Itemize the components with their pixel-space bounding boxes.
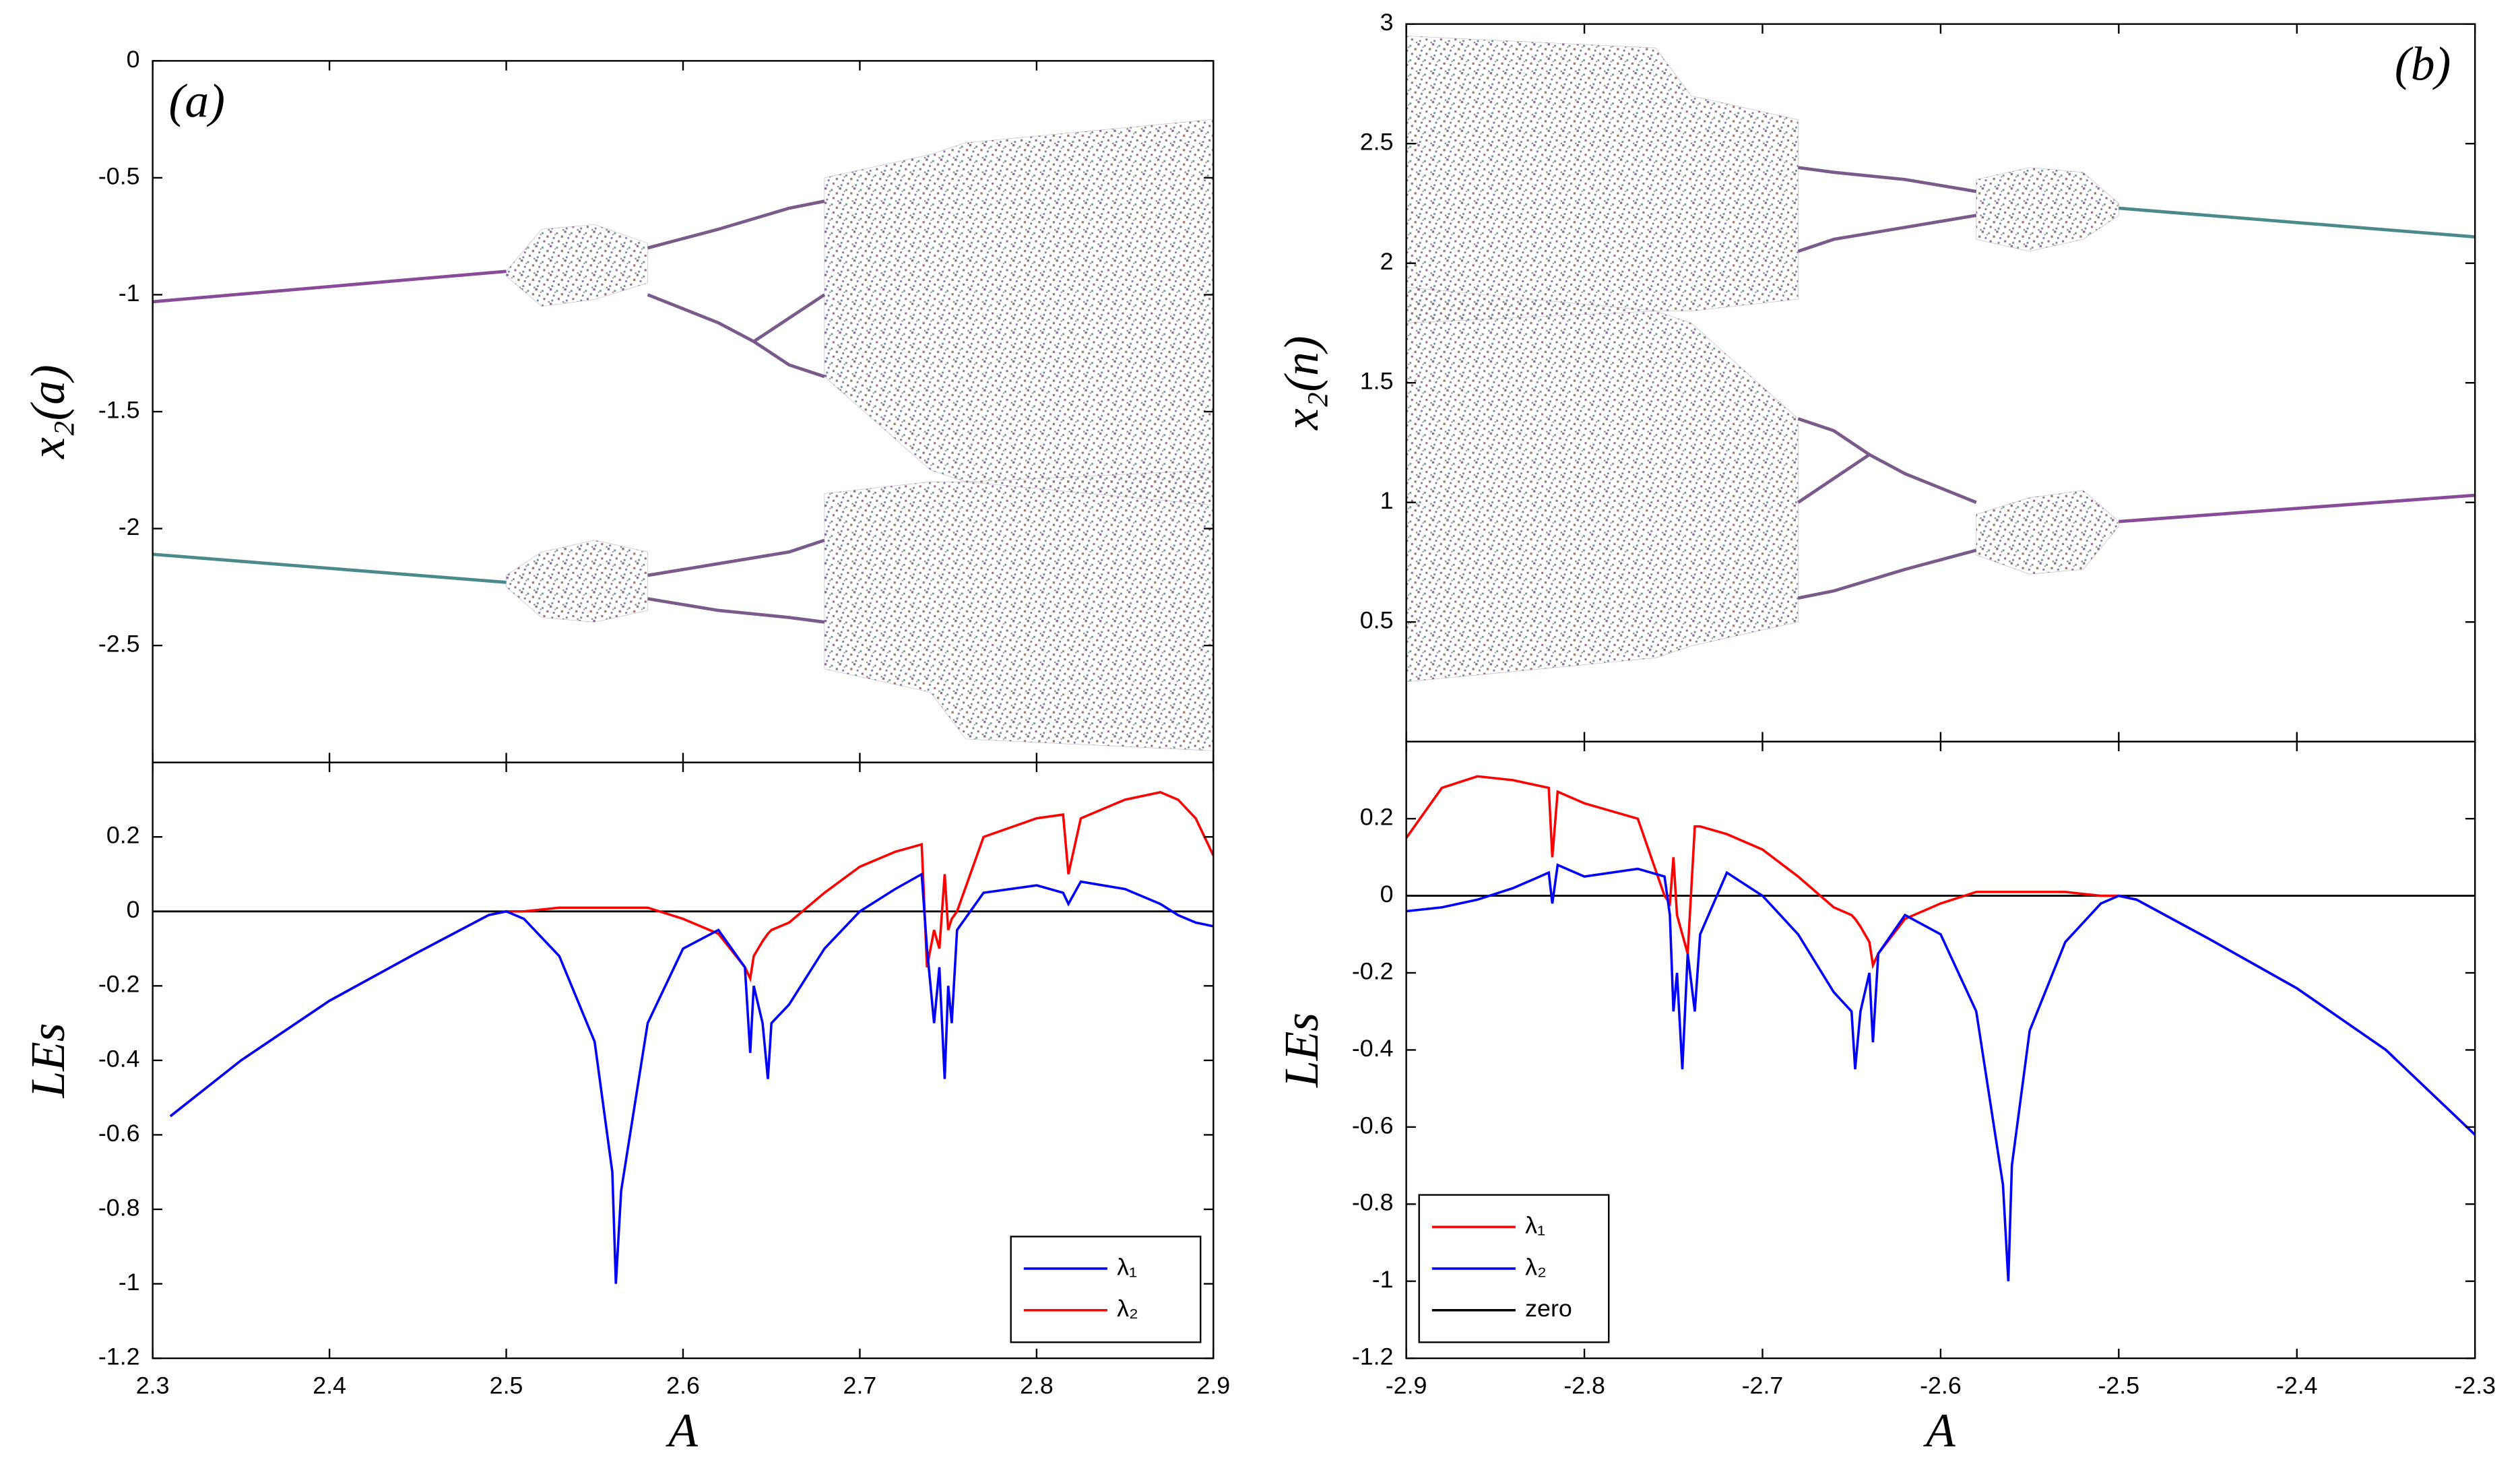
x-tick-label: -2.4 (2276, 1372, 2318, 1399)
y-tick-label: 1.5 (1360, 368, 1394, 395)
y-tick-label: 0 (1380, 881, 1394, 908)
branch (2119, 493, 2476, 523)
y-tick-label: -0.2 (1352, 957, 1394, 984)
y-tick-label: -0.4 (1352, 1035, 1394, 1062)
y-axis-label: x₂(a) (22, 364, 75, 459)
x-axis-label: A (1923, 1404, 1956, 1457)
plot-area (152, 119, 1214, 751)
y-tick-label: -0.8 (1352, 1189, 1394, 1216)
y-tick-label: -1 (119, 280, 140, 307)
legend-label: zero (1525, 1295, 1572, 1322)
y-tick-label: 0 (127, 46, 140, 73)
x-tick-label: 2.7 (843, 1372, 877, 1399)
branch (1797, 452, 1977, 504)
plot-area (1406, 775, 2476, 1281)
plot-area (152, 791, 1214, 1284)
y-tick-label: 2 (1380, 248, 1394, 275)
y-tick-label: -1 (1372, 1266, 1394, 1293)
branch (2119, 206, 2476, 239)
panel-label: (b) (2395, 38, 2451, 91)
branch (1798, 166, 1977, 193)
y-tick-label: -1.2 (98, 1343, 140, 1370)
legend-label: λ₁ (1525, 1212, 1545, 1239)
y-tick-label: -0.2 (98, 971, 140, 998)
series-line (169, 872, 1214, 1284)
series-line (1406, 863, 2476, 1281)
series-line (1406, 775, 2476, 1136)
x-tick-label: -2.5 (2098, 1372, 2139, 1399)
x-tick-label: -2.9 (1386, 1372, 1427, 1399)
y-axis-label: LEs (1275, 1013, 1328, 1088)
branch (752, 340, 825, 379)
chaotic-band (824, 470, 1214, 751)
axes-frame (152, 761, 1215, 1360)
chaotic-band (1406, 36, 1799, 323)
branch (1797, 417, 1871, 456)
y-tick-label: -2.5 (98, 631, 140, 658)
panel-label: (a) (169, 74, 225, 127)
legend-label: λ₂ (1117, 1295, 1138, 1322)
legend-box (1010, 1236, 1202, 1343)
chaotic-band (824, 119, 1214, 506)
x-tick-label: 2.9 (1196, 1372, 1230, 1399)
chaotic-band (506, 540, 648, 623)
y-axis-label: LEs (22, 1023, 75, 1098)
y-tick-label: 3 (1380, 9, 1394, 36)
series-line (169, 791, 1214, 1118)
branch (1797, 214, 1977, 253)
y-tick-label: -0.5 (98, 162, 140, 189)
y-axis-label: x₂(n) (1275, 336, 1328, 431)
branch (152, 552, 507, 584)
y-tick-label: -0.8 (98, 1194, 140, 1221)
y-tick-label: 2.5 (1360, 129, 1394, 156)
x-tick-label: -2.7 (1742, 1372, 1784, 1399)
x-tick-label: 2.5 (490, 1372, 523, 1399)
y-tick-label: -0.6 (98, 1120, 140, 1147)
x-tick-label: 2.3 (136, 1372, 170, 1399)
y-tick-label: 0.2 (1360, 804, 1394, 831)
x-tick-label: -2.3 (2454, 1372, 2496, 1399)
branch (1797, 548, 1977, 600)
x-tick-label: 2.4 (313, 1372, 346, 1399)
y-tick-label: 0.5 (1360, 607, 1394, 634)
x-tick-label: 2.8 (1020, 1372, 1054, 1399)
y-tick-label: 0.2 (106, 822, 140, 849)
axes-frame (1405, 740, 2476, 1360)
y-tick-label: -1.5 (98, 396, 140, 423)
chaotic-band (1976, 167, 2119, 252)
chaotic-band (1406, 286, 1799, 682)
plot-area (1406, 36, 2476, 682)
branch (647, 293, 826, 344)
branch (647, 538, 825, 577)
branch (647, 199, 825, 250)
x-tick-label: -2.6 (1920, 1372, 1962, 1399)
y-tick-label: -1 (119, 1269, 140, 1296)
x-axis-label: A (666, 1404, 698, 1457)
y-tick-label: 0 (127, 896, 140, 923)
legend-label: λ₂ (1525, 1253, 1547, 1280)
y-tick-label: -0.6 (1352, 1112, 1394, 1139)
chaotic-band (506, 224, 648, 307)
legend-label: λ₁ (1117, 1253, 1137, 1280)
branch (152, 269, 507, 304)
branch (647, 597, 825, 624)
chaotic-band (1976, 490, 2119, 575)
x-tick-label: 2.6 (666, 1372, 700, 1399)
x-tick-label: -2.8 (1563, 1372, 1605, 1399)
y-tick-label: -1.2 (1352, 1343, 1394, 1370)
y-tick-label: -2 (119, 513, 140, 540)
y-tick-label: 1 (1380, 487, 1394, 514)
y-tick-label: -0.4 (98, 1045, 140, 1072)
